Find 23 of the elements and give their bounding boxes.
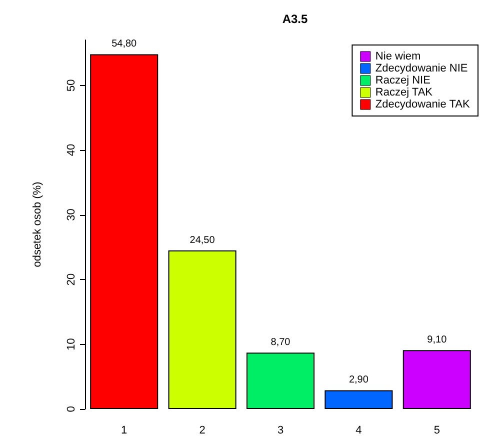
x-tick-label: 1 [121,424,128,436]
x-tick-label: 5 [434,424,440,436]
y-tick-label: 0 [66,406,78,412]
data-label: 8,70 [270,337,291,348]
x-tick-label: 4 [356,424,362,436]
legend-label: Raczej NIE [375,74,430,86]
y-axis-title: odsetek osob (%) [32,182,44,268]
data-label: 9,10 [427,334,448,346]
data-label: 24,50 [190,234,216,246]
y-tick-label: 40 [66,144,78,156]
x-tick-label: 3 [277,424,284,436]
y-tick-label: 30 [66,208,78,221]
data-label: 2,90 [348,374,369,386]
legend-label: Nie wiem [375,50,421,62]
chart-title: A3.5 [282,12,308,26]
data-label: 54,80 [112,38,138,50]
x-tick-label: 2 [199,424,206,436]
y-tick-label: 50 [66,79,78,92]
legend-label: Zdecydowanie NIE [375,62,468,74]
y-tick-label: 10 [66,338,78,350]
y-tick-label: 20 [66,273,78,286]
legend-label: Raczej TAK [375,86,434,98]
legend-label: Zdecydowanie TAK [375,98,470,110]
